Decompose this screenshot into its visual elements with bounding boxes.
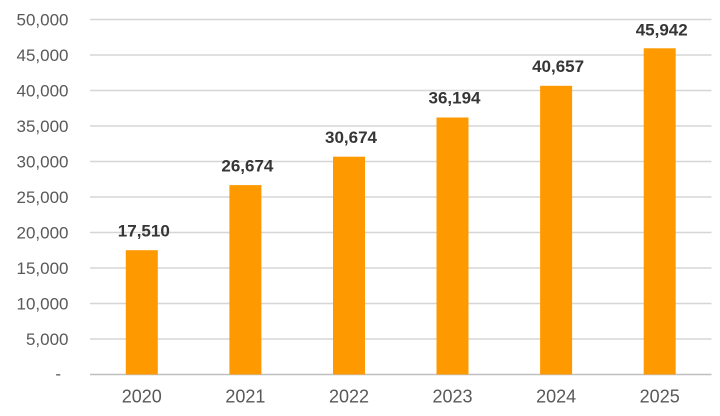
- svg-text:5,000: 5,000: [26, 330, 69, 349]
- svg-text:20,000: 20,000: [17, 224, 69, 243]
- svg-text:25,000: 25,000: [17, 188, 69, 207]
- svg-text:17,510: 17,510: [118, 221, 170, 240]
- svg-text:2020: 2020: [122, 387, 162, 407]
- svg-text:15,000: 15,000: [17, 259, 69, 278]
- svg-text:2021: 2021: [225, 387, 265, 407]
- svg-text:30,674: 30,674: [325, 128, 378, 147]
- svg-text:40,657: 40,657: [532, 57, 584, 76]
- svg-text:2025: 2025: [640, 387, 680, 407]
- svg-text:45,942: 45,942: [636, 21, 688, 40]
- svg-text:2024: 2024: [536, 387, 576, 407]
- svg-text:2023: 2023: [432, 387, 472, 407]
- svg-text:10,000: 10,000: [17, 295, 69, 314]
- svg-text:45,000: 45,000: [17, 46, 69, 65]
- svg-text:26,674: 26,674: [221, 156, 274, 175]
- svg-text:40,000: 40,000: [17, 82, 69, 101]
- svg-text:30,000: 30,000: [17, 153, 69, 172]
- svg-text:36,194: 36,194: [429, 89, 482, 108]
- svg-text:-: -: [55, 365, 61, 384]
- svg-text:50,000: 50,000: [17, 11, 69, 30]
- svg-text:35,000: 35,000: [17, 117, 69, 136]
- svg-text:2022: 2022: [329, 387, 369, 407]
